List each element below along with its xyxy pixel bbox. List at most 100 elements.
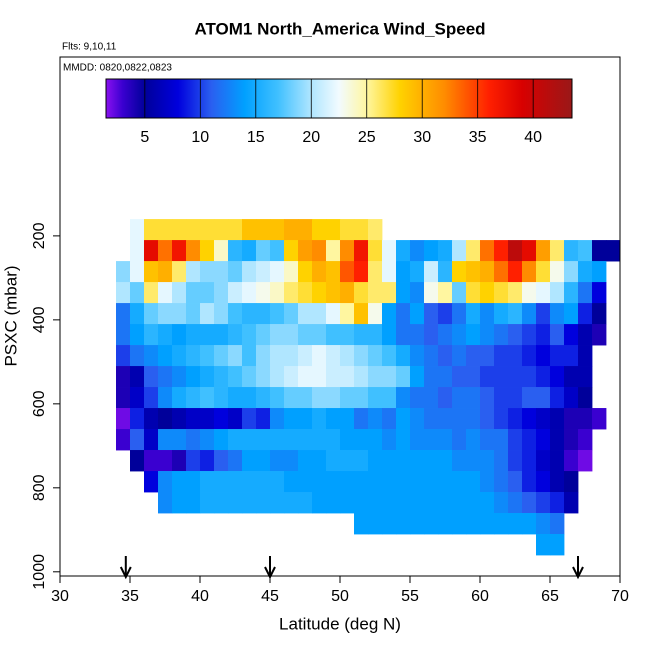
heatmap-cell bbox=[522, 282, 537, 304]
heatmap-cell bbox=[242, 387, 257, 409]
heatmap-cell bbox=[382, 282, 397, 304]
heatmap-cell bbox=[494, 324, 509, 346]
heatmap-cell bbox=[256, 282, 271, 304]
heatmap-cell bbox=[158, 387, 173, 409]
heatmap-cell bbox=[354, 303, 369, 325]
heatmap-cell bbox=[522, 429, 537, 451]
heatmap-cell bbox=[368, 303, 383, 325]
heatmap-cell bbox=[410, 408, 425, 430]
heatmap-cell bbox=[214, 450, 229, 472]
heatmap-cell bbox=[130, 240, 145, 262]
heatmap-cell bbox=[312, 429, 327, 451]
heatmap-cell bbox=[578, 324, 593, 346]
heatmap-cell bbox=[270, 240, 285, 262]
heatmap-cell bbox=[382, 429, 397, 451]
heatmap-cell bbox=[312, 303, 327, 325]
heatmap-cell bbox=[536, 366, 551, 388]
heatmap-cell bbox=[536, 387, 551, 409]
heatmap-cell bbox=[438, 366, 453, 388]
heatmap-cell bbox=[186, 345, 201, 367]
heatmap-cell bbox=[550, 450, 565, 472]
heatmap-cell bbox=[284, 219, 299, 241]
heatmap-cell bbox=[158, 345, 173, 367]
heatmap-cell bbox=[396, 324, 411, 346]
heatmap-cell bbox=[592, 324, 607, 346]
heatmap-cell bbox=[424, 471, 439, 493]
heatmap-cell bbox=[270, 303, 285, 325]
heatmap-cell bbox=[326, 345, 341, 367]
heatmap-cell bbox=[270, 261, 285, 283]
heatmap-cell bbox=[396, 282, 411, 304]
heatmap-cell bbox=[200, 345, 215, 367]
heatmap-cell bbox=[522, 408, 537, 430]
heatmap-cell bbox=[158, 282, 173, 304]
heatmap-cell bbox=[382, 261, 397, 283]
heatmap-cell bbox=[452, 450, 467, 472]
heatmap-cell bbox=[382, 387, 397, 409]
heatmap-cell bbox=[172, 345, 187, 367]
heatmap-cell bbox=[256, 261, 271, 283]
heatmap-cell bbox=[256, 429, 271, 451]
arrow-head bbox=[572, 566, 584, 580]
heatmap-cell bbox=[200, 303, 215, 325]
colorbar-tick-label: 10 bbox=[191, 129, 209, 146]
heatmap-cell bbox=[438, 324, 453, 346]
heatmap-cell bbox=[508, 450, 523, 472]
heatmap-cell bbox=[410, 366, 425, 388]
heatmap-cell bbox=[284, 282, 299, 304]
heatmap-cell bbox=[214, 240, 229, 262]
heatmap-cell bbox=[298, 282, 313, 304]
heatmap-cell bbox=[144, 303, 159, 325]
heatmap-cell bbox=[284, 471, 299, 493]
heatmap-cell bbox=[228, 261, 243, 283]
heatmap-cell bbox=[116, 345, 131, 367]
heatmap-cell bbox=[354, 345, 369, 367]
heatmap-cell bbox=[256, 387, 271, 409]
heatmap-cell bbox=[368, 261, 383, 283]
heatmap-cell bbox=[172, 366, 187, 388]
heatmap-cell bbox=[550, 345, 565, 367]
heatmap-cell bbox=[466, 261, 481, 283]
heatmap-cell bbox=[564, 261, 579, 283]
heatmap-cell bbox=[172, 219, 187, 241]
heatmap-cell bbox=[242, 324, 257, 346]
heatmap-cell bbox=[186, 219, 201, 241]
colorbar-tick-label: 15 bbox=[247, 129, 265, 146]
heatmap-cell bbox=[508, 366, 523, 388]
heatmap-cell bbox=[522, 240, 537, 262]
heatmap-cell bbox=[312, 471, 327, 493]
heatmap-cell bbox=[480, 303, 495, 325]
subtitle: Flts: 9,10,11 bbox=[62, 42, 117, 53]
heatmap-cell bbox=[354, 261, 369, 283]
heatmap-cell bbox=[200, 366, 215, 388]
heatmap-cell bbox=[368, 366, 383, 388]
heatmap-cell bbox=[354, 219, 369, 241]
heatmap-cell bbox=[536, 513, 551, 535]
heatmap-cell bbox=[312, 282, 327, 304]
heatmap-cell bbox=[172, 429, 187, 451]
heatmap-cell bbox=[298, 408, 313, 430]
heatmap-cell bbox=[200, 429, 215, 451]
heatmap-cell bbox=[256, 219, 271, 241]
heatmap-cell bbox=[480, 450, 495, 472]
heatmap-cell bbox=[228, 387, 243, 409]
heatmap-cell bbox=[284, 492, 299, 514]
heatmap-cell bbox=[312, 387, 327, 409]
heatmap-cell bbox=[284, 408, 299, 430]
heatmap-cell bbox=[312, 261, 327, 283]
heatmap-cell bbox=[158, 240, 173, 262]
heatmap-cell bbox=[452, 324, 467, 346]
heatmap-cell bbox=[130, 219, 145, 241]
heatmap-cell bbox=[144, 471, 159, 493]
heatmap-cell bbox=[200, 282, 215, 304]
heatmap-cell bbox=[536, 429, 551, 451]
y-tick-label: 200 bbox=[31, 222, 48, 249]
colorbar-tick-label: 35 bbox=[469, 129, 487, 146]
heatmap-cell bbox=[214, 471, 229, 493]
heatmap-cell bbox=[200, 471, 215, 493]
heatmap-cell bbox=[228, 471, 243, 493]
heatmap-cell bbox=[242, 471, 257, 493]
heatmap-cell bbox=[522, 366, 537, 388]
heatmap-cell bbox=[424, 492, 439, 514]
heatmap-cell bbox=[354, 450, 369, 472]
